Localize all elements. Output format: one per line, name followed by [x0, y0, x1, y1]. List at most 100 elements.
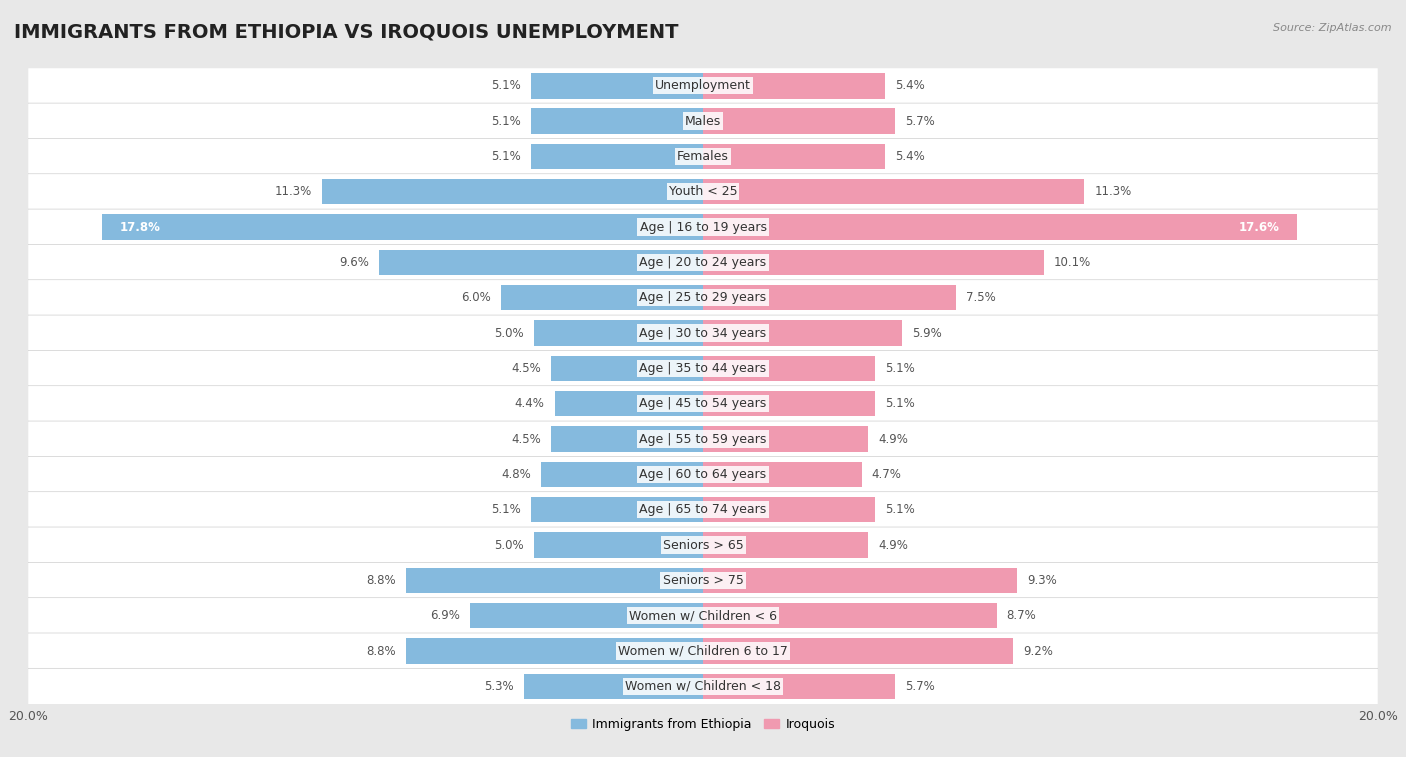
Text: Seniors > 75: Seniors > 75 [662, 574, 744, 587]
Text: 9.3%: 9.3% [1026, 574, 1057, 587]
FancyBboxPatch shape [28, 527, 1378, 563]
Text: Women w/ Children < 18: Women w/ Children < 18 [626, 680, 780, 693]
FancyBboxPatch shape [28, 315, 1378, 351]
FancyBboxPatch shape [28, 209, 1378, 245]
Bar [501, 285, 703, 310]
Text: 5.1%: 5.1% [886, 397, 915, 410]
FancyBboxPatch shape [28, 456, 1378, 492]
FancyBboxPatch shape [28, 350, 1378, 386]
Text: Age | 25 to 29 years: Age | 25 to 29 years [640, 291, 766, 304]
Bar [703, 532, 869, 558]
Bar [703, 674, 896, 699]
Legend: Immigrants from Ethiopia, Iroquois: Immigrants from Ethiopia, Iroquois [567, 713, 839, 736]
Bar [703, 568, 1017, 593]
FancyBboxPatch shape [28, 421, 1378, 457]
Text: 4.4%: 4.4% [515, 397, 544, 410]
Text: IMMIGRANTS FROM ETHIOPIA VS IROQUOIS UNEMPLOYMENT: IMMIGRANTS FROM ETHIOPIA VS IROQUOIS UNE… [14, 23, 679, 42]
Text: 4.7%: 4.7% [872, 468, 901, 481]
Bar [703, 426, 869, 452]
Text: Unemployment: Unemployment [655, 79, 751, 92]
Text: 5.1%: 5.1% [491, 150, 520, 163]
Text: 6.9%: 6.9% [430, 609, 460, 622]
FancyBboxPatch shape [28, 139, 1378, 174]
Bar [703, 638, 1014, 664]
Text: Age | 30 to 34 years: Age | 30 to 34 years [640, 326, 766, 340]
FancyBboxPatch shape [28, 386, 1378, 422]
Text: 4.8%: 4.8% [501, 468, 531, 481]
Text: 8.8%: 8.8% [367, 644, 396, 658]
Bar [554, 391, 703, 416]
Bar [703, 285, 956, 310]
Text: 5.0%: 5.0% [495, 538, 524, 552]
Bar [703, 356, 875, 381]
Bar [551, 426, 703, 452]
Text: 11.3%: 11.3% [1094, 185, 1132, 198]
Text: 5.7%: 5.7% [905, 114, 935, 128]
Text: Age | 35 to 44 years: Age | 35 to 44 years [640, 362, 766, 375]
FancyBboxPatch shape [28, 492, 1378, 528]
Text: Age | 20 to 24 years: Age | 20 to 24 years [640, 256, 766, 269]
Text: 6.0%: 6.0% [461, 291, 491, 304]
Bar [406, 568, 703, 593]
Text: 5.7%: 5.7% [905, 680, 935, 693]
Text: Age | 55 to 59 years: Age | 55 to 59 years [640, 432, 766, 446]
Text: Source: ZipAtlas.com: Source: ZipAtlas.com [1274, 23, 1392, 33]
Text: 7.5%: 7.5% [966, 291, 995, 304]
FancyBboxPatch shape [28, 598, 1378, 634]
Text: Women w/ Children 6 to 17: Women w/ Children 6 to 17 [619, 644, 787, 658]
Text: 4.9%: 4.9% [879, 432, 908, 446]
Bar [703, 497, 875, 522]
Bar [470, 603, 703, 628]
Text: 9.6%: 9.6% [339, 256, 368, 269]
Text: 11.3%: 11.3% [274, 185, 312, 198]
FancyBboxPatch shape [28, 245, 1378, 280]
Text: Age | 16 to 19 years: Age | 16 to 19 years [640, 220, 766, 234]
Text: 5.0%: 5.0% [495, 326, 524, 340]
Bar [703, 108, 896, 134]
Text: 17.8%: 17.8% [120, 220, 160, 234]
Text: 4.5%: 4.5% [512, 362, 541, 375]
Text: 5.9%: 5.9% [912, 326, 942, 340]
Text: Females: Females [678, 150, 728, 163]
Bar [703, 462, 862, 487]
Text: 5.4%: 5.4% [896, 79, 925, 92]
Bar [703, 73, 886, 98]
Bar [541, 462, 703, 487]
Bar [524, 674, 703, 699]
Text: 5.1%: 5.1% [491, 114, 520, 128]
FancyBboxPatch shape [28, 562, 1378, 598]
Text: Males: Males [685, 114, 721, 128]
Bar [380, 250, 703, 275]
Bar [103, 214, 703, 240]
Text: Women w/ Children < 6: Women w/ Children < 6 [628, 609, 778, 622]
Bar [322, 179, 703, 204]
Text: Youth < 25: Youth < 25 [669, 185, 737, 198]
Bar [703, 320, 903, 346]
Text: Age | 45 to 54 years: Age | 45 to 54 years [640, 397, 766, 410]
FancyBboxPatch shape [28, 103, 1378, 139]
FancyBboxPatch shape [28, 280, 1378, 316]
Bar [534, 320, 703, 346]
Bar [534, 532, 703, 558]
Bar [531, 144, 703, 169]
Text: 5.1%: 5.1% [886, 362, 915, 375]
Text: 9.2%: 9.2% [1024, 644, 1053, 658]
Text: 5.1%: 5.1% [491, 79, 520, 92]
Bar [703, 603, 997, 628]
Bar [703, 179, 1084, 204]
Text: 4.9%: 4.9% [879, 538, 908, 552]
Text: 8.8%: 8.8% [367, 574, 396, 587]
Bar [531, 108, 703, 134]
FancyBboxPatch shape [28, 668, 1378, 704]
Text: 5.1%: 5.1% [886, 503, 915, 516]
FancyBboxPatch shape [28, 174, 1378, 210]
Text: Age | 60 to 64 years: Age | 60 to 64 years [640, 468, 766, 481]
Bar [531, 73, 703, 98]
Text: 4.5%: 4.5% [512, 432, 541, 446]
Bar [531, 497, 703, 522]
FancyBboxPatch shape [28, 68, 1378, 104]
Bar [406, 638, 703, 664]
Text: Seniors > 65: Seniors > 65 [662, 538, 744, 552]
Text: 5.3%: 5.3% [485, 680, 515, 693]
Bar [703, 144, 886, 169]
